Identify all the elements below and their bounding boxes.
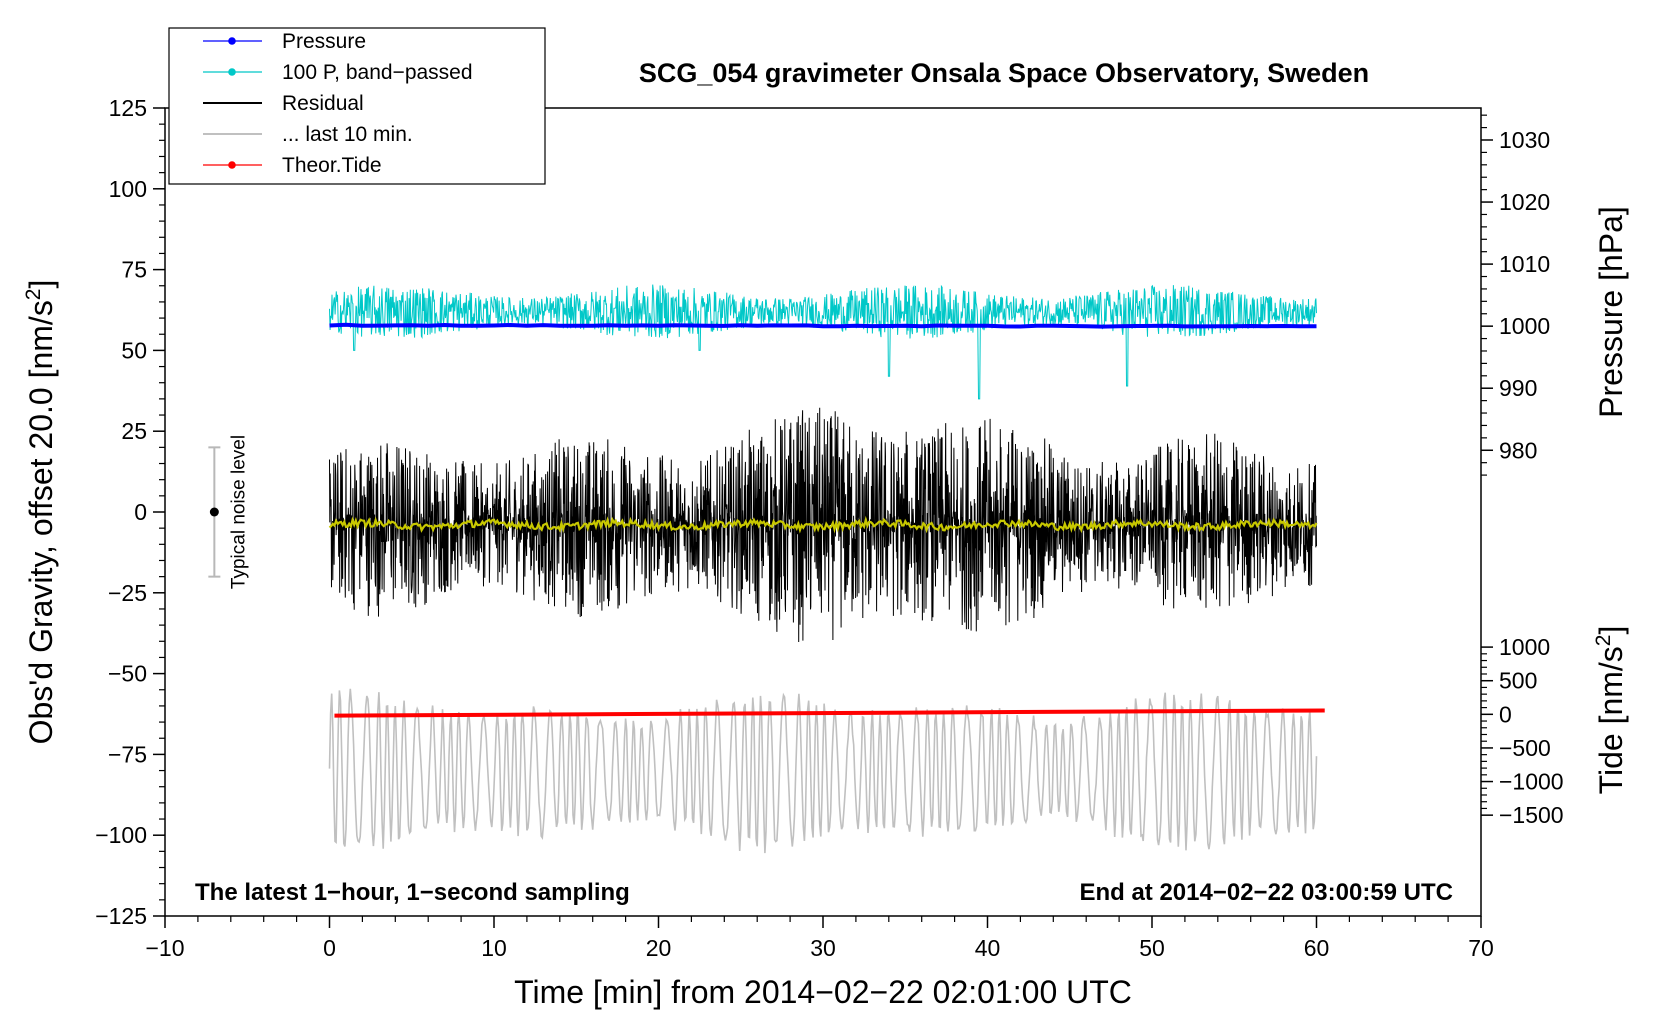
legend-box <box>168 27 546 185</box>
y-axis-pressure: 1030 1020 1010 1000 990 980 <box>1481 114 1550 476</box>
series-residual <box>329 407 1317 643</box>
pressure-axis-title: Pressure [hPa] <box>1593 206 1629 418</box>
y-axis-tide: 1000 500 0 −500 −1000 −1500 <box>1481 634 1564 828</box>
x-tick-label: 10 <box>481 935 507 961</box>
y-tick-label: −75 <box>108 741 147 767</box>
legend-label: Pressure <box>282 30 366 53</box>
y-tick-label: −25 <box>108 580 147 606</box>
noise-indicator: Typical noise level <box>208 435 249 589</box>
y-tick-label: 100 <box>109 176 147 202</box>
legend-swatch-marker <box>228 68 236 76</box>
pressure-tick-label: 1010 <box>1499 251 1550 277</box>
tide-tick-label: 0 <box>1499 701 1512 727</box>
x-axis-title: Time [min] from 2014−02−22 02:01:00 UTC <box>514 974 1132 1010</box>
pressure-tick-label: 980 <box>1499 437 1537 463</box>
y-tick-label: 75 <box>121 257 147 283</box>
tide-tick-label: 1000 <box>1499 634 1550 660</box>
tide-tick-label: 500 <box>1499 668 1537 694</box>
series-layer <box>328 284 1325 854</box>
pressure-tick-label: 1000 <box>1499 313 1550 339</box>
x-tick-label: 50 <box>1139 935 1165 961</box>
legend-swatch-marker <box>228 161 236 169</box>
pressure-tick-label: 1020 <box>1499 189 1550 215</box>
series-residual-smoothed <box>328 515 1318 534</box>
legend-label: ... last 10 min. <box>282 123 413 146</box>
x-tick-label: 40 <box>975 935 1001 961</box>
noise-label: Typical noise level <box>228 435 249 589</box>
pressure-tick-label: 990 <box>1499 375 1537 401</box>
y-tick-label: 125 <box>109 95 147 121</box>
legend-swatch-marker <box>228 37 236 45</box>
legend-label: 100 P, band−passed <box>282 61 473 84</box>
y-tick-label: −50 <box>108 661 147 687</box>
tide-tick-label: −1500 <box>1499 802 1564 828</box>
legend-label: Theor.Tide <box>282 154 382 177</box>
pressure-tick-label: 1030 <box>1499 127 1550 153</box>
x-tick-label: 0 <box>323 935 336 961</box>
y-tick-label: 0 <box>134 499 147 525</box>
legend-label: Residual <box>282 92 364 115</box>
noise-center-dot <box>209 507 219 517</box>
chart-title: SCG_054 gravimeter Onsala Space Observat… <box>639 58 1369 88</box>
y-tick-label: 25 <box>121 418 147 444</box>
x-tick-label: 20 <box>646 935 672 961</box>
x-axis: −10 0 10 20 30 40 50 60 70 <box>145 916 1494 961</box>
y-tick-label: −100 <box>95 822 147 848</box>
series-band-passed-pressure <box>329 284 1317 400</box>
tide-axis-title: Tide [nm/s2] <box>1592 626 1629 795</box>
x-tick-label: 30 <box>810 935 836 961</box>
y-axis-left: 125 100 75 50 25 0 −25 −50 −75 −100 −125 <box>95 95 165 929</box>
x-tick-label: 70 <box>1468 935 1494 961</box>
y-tick-label: −125 <box>95 903 147 929</box>
footnote-right: End at 2014−02−22 03:00:59 UTC <box>1079 879 1453 906</box>
series-pressure <box>329 322 1317 329</box>
y-axis-left-title: Obs'd Gravity, offset 20.0 [nm/s2] <box>22 280 59 745</box>
series-last-10-min <box>328 688 1318 854</box>
legend-items: Pressure 100 P, band−passed Residual ... la… <box>203 30 473 177</box>
tide-tick-label: −1000 <box>1499 769 1564 795</box>
legend: Pressure 100 P, band−passed Residual ... la… <box>168 27 546 185</box>
tide-tick-label: −500 <box>1499 735 1551 761</box>
series-theor-tide <box>334 708 1325 718</box>
x-tick-label: 60 <box>1304 935 1330 961</box>
y-tick-label: 50 <box>121 337 147 363</box>
x-tick-label: −10 <box>145 935 184 961</box>
footnote-left: The latest 1−hour, 1−second sampling <box>195 879 630 906</box>
